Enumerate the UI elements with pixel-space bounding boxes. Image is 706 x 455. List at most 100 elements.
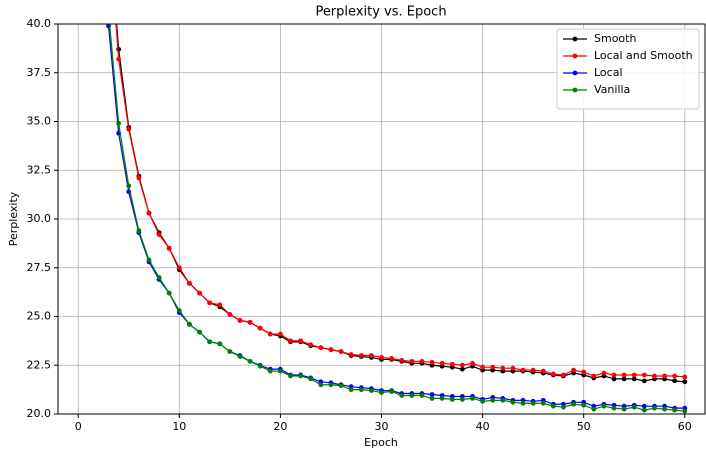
data-point — [530, 367, 536, 373]
data-point — [550, 403, 556, 409]
plot-area — [106, 10, 688, 414]
data-point — [591, 406, 597, 412]
data-point — [257, 325, 263, 331]
data-point — [298, 338, 304, 344]
data-point — [449, 361, 455, 367]
data-point — [348, 387, 354, 393]
data-point — [429, 392, 435, 397]
y-axis-label: Perplexity — [7, 191, 20, 246]
data-point — [217, 341, 223, 347]
data-point — [338, 349, 344, 354]
data-point — [237, 354, 243, 359]
y-tick-label: 22.5 — [27, 358, 52, 371]
data-point — [500, 365, 506, 371]
y-tick-label: 30.0 — [27, 212, 52, 225]
data-point — [561, 404, 566, 410]
data-point — [227, 349, 233, 354]
data-point — [187, 321, 192, 327]
data-point — [682, 379, 688, 385]
data-point — [621, 372, 627, 378]
data-point — [550, 371, 556, 377]
data-point — [156, 275, 162, 280]
data-point — [156, 232, 162, 238]
data-point — [621, 376, 627, 382]
legend-marker — [572, 87, 578, 93]
y-tick-label: 32.5 — [27, 163, 52, 176]
data-point — [520, 367, 526, 373]
y-tick-label: 25.0 — [27, 310, 52, 323]
legend-label: Smooth — [594, 32, 636, 45]
data-point — [561, 372, 566, 378]
data-point — [540, 400, 546, 406]
data-point — [631, 404, 637, 410]
y-tick-label: 40.0 — [27, 17, 52, 30]
data-point — [379, 355, 384, 360]
x-tick-label: 50 — [577, 420, 591, 433]
data-point — [459, 362, 465, 368]
data-point — [368, 353, 374, 358]
x-axis-label: Epoch — [364, 436, 398, 449]
data-point — [358, 353, 364, 358]
data-point — [459, 366, 465, 372]
x-tick-label: 20 — [273, 420, 287, 433]
x-tick-label: 60 — [678, 420, 692, 433]
data-point — [480, 364, 485, 370]
data-point — [662, 406, 667, 412]
x-tick-label: 30 — [375, 420, 389, 433]
chart-title: Perplexity vs. Epoch — [315, 5, 446, 20]
data-point — [288, 373, 293, 379]
legend-marker — [572, 70, 578, 76]
data-point — [116, 56, 122, 62]
data-point — [328, 347, 334, 353]
data-point — [571, 401, 576, 407]
data-point — [106, 10, 111, 15]
data-point — [662, 373, 667, 379]
data-point — [682, 408, 688, 414]
legend-label: Vanilla — [594, 83, 630, 96]
data-point — [288, 338, 293, 344]
data-point — [187, 280, 192, 286]
data-point — [581, 369, 587, 375]
data-point — [672, 407, 678, 413]
data-point — [490, 364, 496, 370]
data-point — [267, 331, 273, 337]
data-point — [510, 399, 516, 405]
data-point — [439, 360, 445, 366]
data-point — [470, 396, 475, 401]
data-point — [197, 290, 202, 296]
data-point — [318, 382, 324, 388]
data-point — [237, 318, 243, 323]
data-point — [338, 383, 344, 389]
data-point — [389, 356, 395, 361]
data-point — [207, 300, 213, 306]
data-point — [207, 339, 213, 345]
data-point — [176, 308, 182, 314]
data-point — [247, 319, 253, 325]
data-point — [136, 228, 142, 234]
data-point — [611, 372, 617, 378]
x-tick-label: 40 — [476, 420, 490, 433]
data-point — [126, 126, 132, 132]
x-tick-label: 10 — [172, 420, 186, 433]
data-point — [176, 265, 182, 271]
data-point — [490, 397, 496, 403]
y-tick-label: 35.0 — [27, 115, 52, 128]
data-point — [641, 403, 647, 409]
data-point — [227, 312, 233, 317]
data-point — [278, 331, 283, 337]
data-point — [318, 345, 324, 351]
data-point — [197, 329, 202, 335]
data-point — [348, 352, 354, 357]
data-point — [459, 396, 465, 402]
y-tick-label: 37.5 — [27, 66, 52, 79]
data-point — [631, 372, 637, 378]
data-point — [581, 402, 587, 408]
data-point — [682, 374, 688, 380]
data-point — [641, 378, 647, 384]
data-point — [257, 363, 263, 369]
plot-frame — [57, 23, 706, 415]
data-point — [470, 360, 475, 366]
data-point — [601, 370, 607, 376]
data-point — [540, 368, 546, 374]
legend-label: Local — [594, 66, 623, 79]
